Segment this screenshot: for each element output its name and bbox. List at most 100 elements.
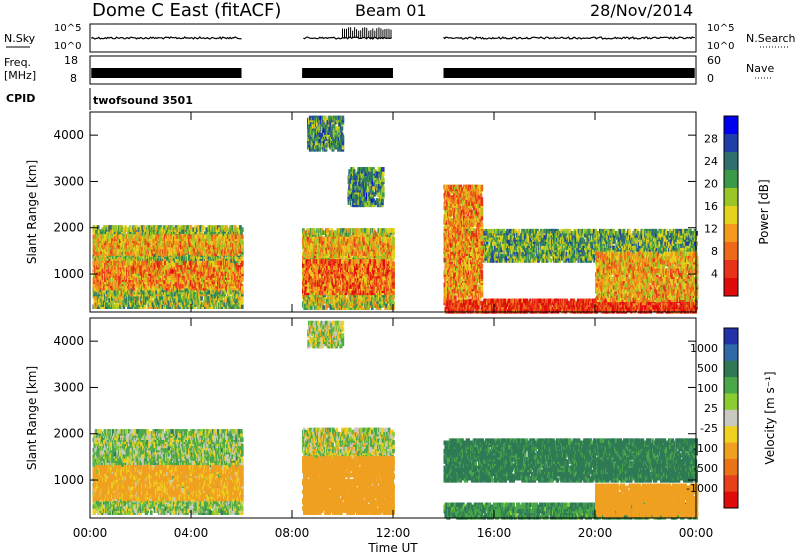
echo-cell <box>234 289 238 295</box>
echo-cell <box>97 229 101 234</box>
echo-cell <box>216 229 219 234</box>
echo-cell <box>143 304 147 309</box>
echo-cell <box>163 225 166 230</box>
echo-cell <box>241 275 244 280</box>
echo-cell <box>182 256 186 261</box>
echo-cell <box>220 296 224 301</box>
echo-cell <box>109 225 112 230</box>
echo-cell <box>126 227 129 232</box>
noise-left-tick-bottom: 10^0 <box>54 41 81 52</box>
echo-cell <box>114 225 118 230</box>
echo-cell <box>146 300 149 305</box>
cpid-label: CPID <box>6 92 35 105</box>
echo-cell <box>135 225 139 230</box>
echo-cell <box>165 260 169 266</box>
echo-cell <box>241 289 244 295</box>
echo-cell <box>238 296 241 301</box>
date-label: 28/Nov/2014 <box>590 1 693 20</box>
freq-unit-label: [MHz] <box>4 69 36 82</box>
echo-cell <box>187 225 190 230</box>
echo-cell <box>115 254 119 259</box>
cpid-panel: CPID twofsound 3501 <box>6 88 193 110</box>
echo-cell <box>172 258 176 264</box>
noise-left-tick-top: 10^5 <box>54 23 81 34</box>
echo-cell <box>230 258 233 264</box>
echo-cell <box>94 296 97 301</box>
echo-cell <box>161 304 165 309</box>
frequency-panel: Freq. [MHz] 18 8 60 0 Nave <box>4 54 774 85</box>
nave-tick-bottom: 0 <box>707 72 714 85</box>
echo-cell <box>191 260 195 266</box>
echo-cell <box>96 234 99 240</box>
echo-cell <box>241 304 244 309</box>
echo-cell <box>189 225 193 230</box>
echo-cell <box>184 231 187 236</box>
noise-right-tick-top: 10^5 <box>707 23 734 34</box>
echo-cell <box>119 298 122 303</box>
echo-cell <box>217 254 220 259</box>
echo-cell <box>218 227 221 232</box>
frequency-bars <box>91 68 695 78</box>
echo-cell <box>169 302 172 307</box>
echo-cell <box>142 225 146 230</box>
echo-cell <box>241 267 244 272</box>
echo-cell <box>134 296 138 301</box>
frequency-block-1 <box>302 68 393 78</box>
echo-cell <box>144 298 148 303</box>
echo-cell <box>181 296 185 301</box>
cpid-value: twofsound 3501 <box>93 94 193 107</box>
echo-cell <box>167 296 171 301</box>
echo-cell <box>123 281 127 287</box>
echo-cell <box>157 229 160 234</box>
echo-cell <box>196 260 200 266</box>
echo-cell <box>228 258 232 264</box>
echo-cell <box>199 300 203 305</box>
echo-cell <box>96 225 100 230</box>
echo-cell <box>179 260 182 266</box>
echo-cell <box>241 227 244 232</box>
echo-cell <box>142 293 146 299</box>
noise-panel-frame <box>89 23 697 53</box>
echo-cell <box>171 225 174 230</box>
echo-cell <box>220 289 224 295</box>
freq-tick-top: 18 <box>64 54 78 67</box>
echo-cell <box>233 304 236 309</box>
beam-label: Beam 01 <box>355 1 427 20</box>
echo-cell <box>132 256 135 261</box>
echo-cell <box>159 285 163 291</box>
echo-cell <box>122 304 126 309</box>
station-title: Dome C East (fitACF) <box>92 0 281 21</box>
nave-tick-top: 60 <box>707 54 721 67</box>
noise-sky-line <box>90 36 695 40</box>
echo-cell <box>152 304 156 309</box>
echo-cell <box>214 260 218 266</box>
echo-cell <box>241 260 244 266</box>
frequency-block-2 <box>443 68 695 78</box>
echo-cell <box>241 298 244 303</box>
echo-cell <box>210 289 214 295</box>
echo-cell <box>221 256 225 261</box>
echo-cell <box>195 293 198 299</box>
echo-cell <box>104 256 107 261</box>
echo-cell <box>229 296 233 301</box>
echo-cell <box>134 287 137 293</box>
echo-cell <box>116 298 119 303</box>
echo-cell <box>196 304 200 309</box>
echo-cell <box>234 227 238 232</box>
echo-cell <box>130 227 134 232</box>
echo-cell <box>118 231 121 236</box>
echo-cell <box>112 304 116 309</box>
echo-cell <box>202 225 205 230</box>
noise-search-label: N.Search <box>746 32 796 45</box>
noise-spike-line <box>342 27 392 38</box>
nave-label: Nave <box>746 62 774 75</box>
echo-cell <box>215 291 218 297</box>
freq-tick-bottom: 8 <box>70 72 77 85</box>
noise-panel: N.Sky 10^5 10^0 10^5 10^0 N.Search <box>4 23 796 53</box>
echo-cell <box>205 287 209 293</box>
freq-label: Freq. <box>4 56 31 69</box>
echo-cell <box>230 262 233 268</box>
echo-cell <box>102 229 105 234</box>
